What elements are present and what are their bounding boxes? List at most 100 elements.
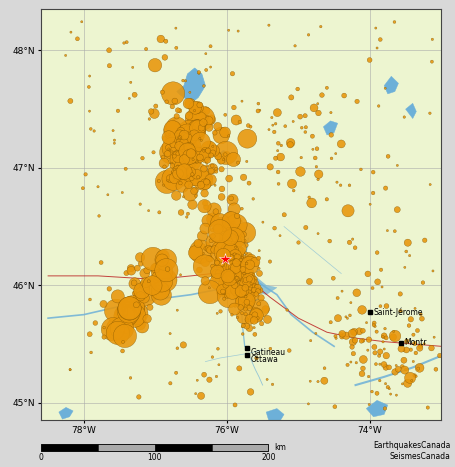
Point [414, 327, 421, 334]
Point [248, 298, 255, 305]
Point [222, 256, 230, 263]
Text: 0: 0 [39, 453, 43, 462]
Point [121, 332, 129, 340]
Point [314, 100, 321, 107]
Point [380, 361, 388, 368]
Point [365, 373, 372, 380]
Point [197, 137, 205, 144]
Point [242, 254, 249, 261]
Point [347, 299, 354, 306]
Point [202, 107, 210, 114]
Point [111, 136, 118, 144]
Point [233, 274, 240, 282]
Point [206, 376, 213, 383]
Point [370, 319, 378, 327]
Point [202, 66, 210, 74]
Point [176, 107, 183, 114]
Point [224, 215, 232, 222]
Point [139, 155, 146, 162]
Point [233, 286, 241, 294]
Point [200, 249, 207, 257]
Point [411, 372, 418, 379]
Point [219, 246, 226, 253]
Point [366, 200, 374, 208]
Point [239, 323, 246, 331]
Point [234, 233, 241, 241]
Point [86, 296, 94, 303]
Point [391, 333, 399, 340]
Point [179, 77, 187, 85]
Point [176, 134, 183, 142]
Point [220, 252, 227, 259]
Point [383, 334, 390, 342]
Point [192, 249, 199, 256]
Point [241, 237, 248, 245]
Point [238, 98, 246, 105]
Point [125, 308, 132, 315]
Point [187, 156, 194, 163]
Point [231, 254, 238, 262]
Point [248, 255, 255, 263]
Point [233, 268, 240, 276]
Point [204, 217, 212, 225]
Point [162, 256, 169, 263]
Point [241, 270, 248, 277]
Point [218, 165, 225, 173]
Point [241, 282, 248, 290]
Point [229, 270, 236, 278]
Point [237, 255, 244, 262]
Point [329, 275, 337, 282]
Point [141, 294, 148, 302]
Point [231, 280, 238, 288]
Point [126, 305, 133, 312]
Point [180, 193, 187, 200]
Point [142, 282, 149, 289]
Point [194, 104, 201, 111]
Point [94, 183, 101, 191]
Point [167, 136, 174, 144]
Point [66, 366, 74, 374]
Point [257, 305, 264, 312]
Point [244, 317, 252, 325]
Point [167, 147, 175, 155]
Point [173, 124, 180, 131]
Point [207, 174, 215, 182]
Point [234, 272, 241, 279]
Point [332, 150, 339, 157]
Point [200, 82, 207, 90]
Point [193, 170, 200, 178]
Point [240, 287, 248, 295]
Point [170, 175, 177, 183]
Point [129, 64, 136, 71]
Point [240, 174, 247, 181]
Point [74, 35, 81, 42]
Point [245, 252, 253, 260]
Point [230, 219, 238, 226]
Polygon shape [191, 103, 198, 121]
Point [371, 343, 378, 351]
Point [170, 127, 177, 134]
Point [223, 292, 231, 299]
Point [192, 192, 200, 200]
Point [193, 151, 201, 159]
Point [199, 243, 206, 250]
Point [205, 117, 212, 124]
Point [247, 286, 254, 294]
Point [123, 38, 130, 46]
Point [430, 267, 437, 275]
Point [394, 366, 402, 373]
Point [210, 206, 217, 214]
Point [147, 304, 154, 311]
Point [238, 272, 245, 279]
Point [230, 156, 237, 163]
Point [233, 273, 240, 281]
Point [169, 90, 177, 97]
Point [214, 345, 222, 353]
Point [243, 158, 250, 165]
Point [238, 310, 246, 317]
Point [403, 338, 410, 345]
Point [252, 310, 259, 318]
Point [127, 78, 134, 86]
Point [366, 56, 373, 64]
Point [240, 321, 248, 328]
